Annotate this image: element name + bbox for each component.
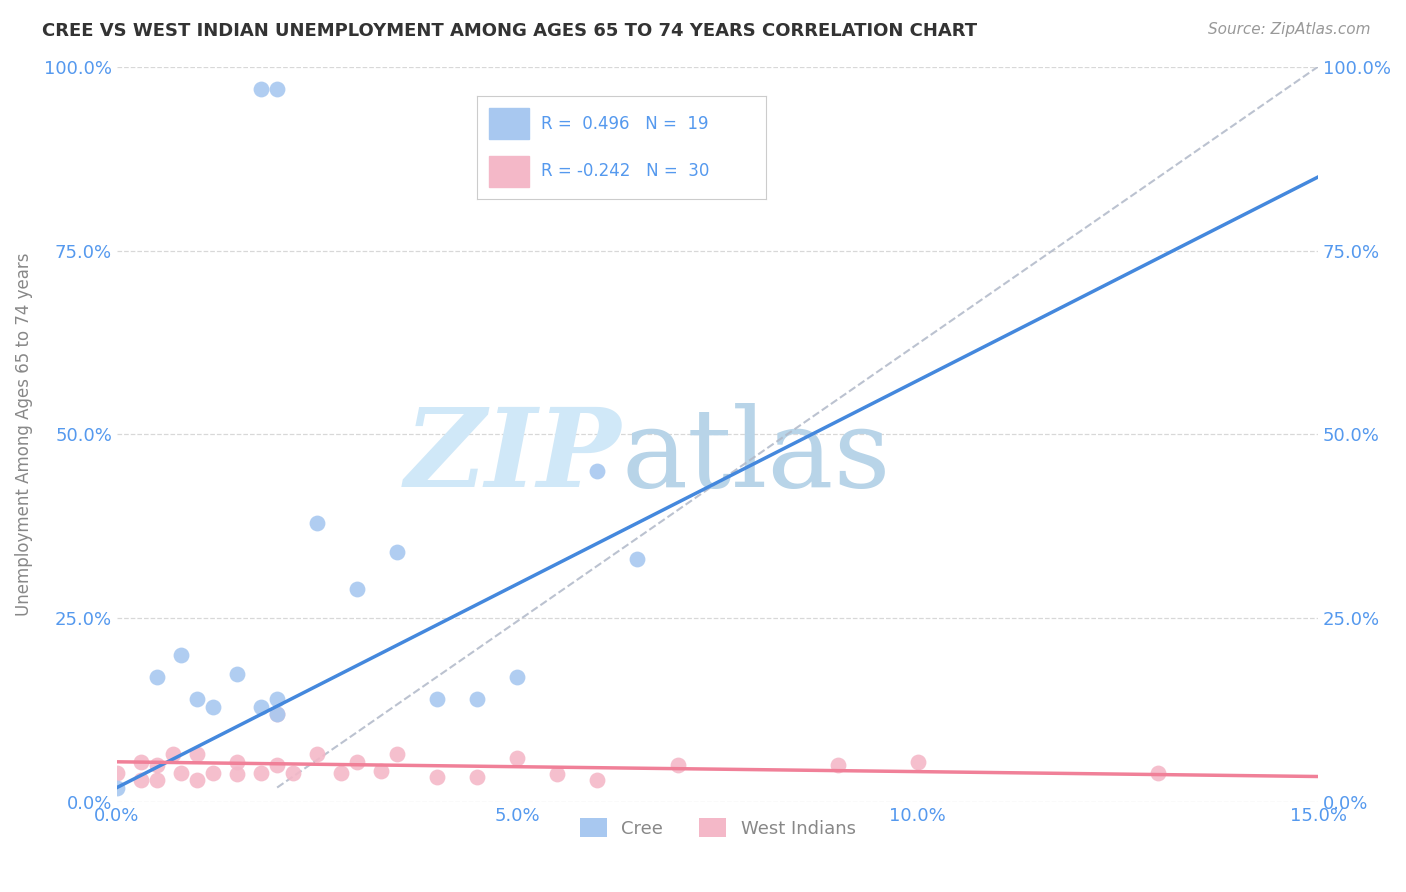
Point <box>626 552 648 566</box>
Point <box>506 751 529 765</box>
Point <box>226 755 249 769</box>
Point <box>666 758 689 772</box>
Point <box>506 670 529 684</box>
Point <box>266 706 288 721</box>
Point <box>465 770 488 784</box>
Point <box>162 747 184 762</box>
Point <box>146 773 169 788</box>
Point <box>1147 765 1170 780</box>
Point <box>586 464 609 478</box>
Point <box>346 755 368 769</box>
Point <box>186 773 208 788</box>
Point <box>250 699 273 714</box>
Text: CREE VS WEST INDIAN UNEMPLOYMENT AMONG AGES 65 TO 74 YEARS CORRELATION CHART: CREE VS WEST INDIAN UNEMPLOYMENT AMONG A… <box>42 22 977 40</box>
Point <box>129 755 152 769</box>
Point <box>250 765 273 780</box>
Point <box>202 699 225 714</box>
Point <box>266 81 288 95</box>
Point <box>370 764 392 779</box>
Point <box>266 758 288 772</box>
Text: Source: ZipAtlas.com: Source: ZipAtlas.com <box>1208 22 1371 37</box>
Point <box>387 545 409 559</box>
Point <box>129 773 152 788</box>
Point <box>170 648 193 662</box>
Point <box>170 765 193 780</box>
Point <box>105 765 128 780</box>
Point <box>827 758 849 772</box>
Point <box>202 765 225 780</box>
Point <box>307 747 329 762</box>
Point <box>465 692 488 706</box>
Y-axis label: Unemployment Among Ages 65 to 74 years: Unemployment Among Ages 65 to 74 years <box>15 252 32 616</box>
Point <box>307 516 329 530</box>
Point <box>146 758 169 772</box>
Legend: Cree, West Indians: Cree, West Indians <box>572 811 863 845</box>
Point <box>346 582 368 596</box>
Point <box>907 755 929 769</box>
Point <box>146 670 169 684</box>
Text: ZIP: ZIP <box>405 403 621 510</box>
Text: atlas: atlas <box>621 403 891 510</box>
Point <box>266 692 288 706</box>
Point <box>266 706 288 721</box>
Point <box>546 767 568 781</box>
Point <box>426 692 449 706</box>
Point <box>281 765 304 780</box>
Point <box>250 81 273 95</box>
Point <box>586 773 609 788</box>
Point <box>330 765 353 780</box>
Point <box>226 767 249 781</box>
Point <box>186 747 208 762</box>
Point <box>387 747 409 762</box>
Point <box>426 770 449 784</box>
Point <box>105 780 128 795</box>
Point <box>186 692 208 706</box>
Point <box>226 666 249 681</box>
